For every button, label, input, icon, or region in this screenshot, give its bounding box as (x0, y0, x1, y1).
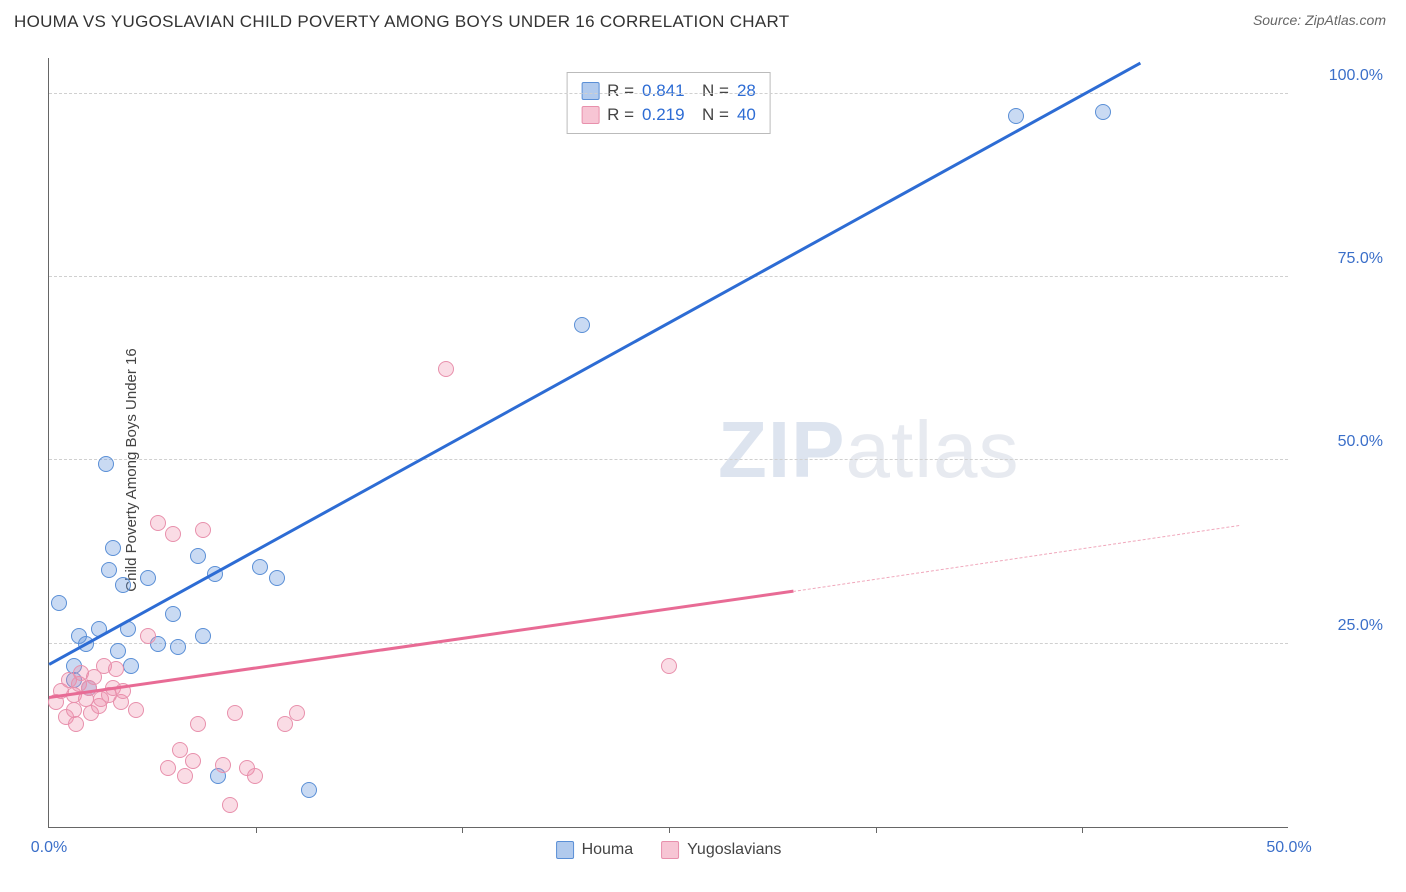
data-point (195, 628, 211, 644)
legend-row-houma: R = 0.841 N = 28 (581, 79, 756, 103)
data-point (252, 559, 268, 575)
data-point (165, 606, 181, 622)
x-tick-mark (462, 827, 463, 833)
data-point (438, 361, 454, 377)
y-tick-label: 75.0% (1338, 250, 1383, 268)
legend-row-yugoslavians: R = 0.219 N = 40 (581, 103, 756, 127)
watermark: ZIPatlas (718, 404, 1019, 496)
data-point (105, 540, 121, 556)
data-point (289, 705, 305, 721)
x-tick-mark (256, 827, 257, 833)
x-tick-mark (1082, 827, 1083, 833)
correlation-legend: R = 0.841 N = 28 R = 0.219 N = 40 (566, 72, 771, 134)
data-point (170, 639, 186, 655)
chart-title: HOUMA VS YUGOSLAVIAN CHILD POVERTY AMONG… (14, 12, 789, 32)
x-tick-label: 0.0% (31, 839, 67, 857)
data-point (110, 643, 126, 659)
data-point (68, 716, 84, 732)
source-attribution: Source: ZipAtlas.com (1253, 12, 1386, 28)
data-point (247, 768, 263, 784)
data-point (123, 658, 139, 674)
legend-item-yugoslavians: Yugoslavians (661, 841, 781, 859)
data-point (98, 456, 114, 472)
gridline (49, 276, 1288, 277)
swatch-pink-icon (661, 841, 679, 859)
trend-line (793, 525, 1240, 592)
data-point (101, 562, 117, 578)
data-point (160, 760, 176, 776)
data-point (140, 628, 156, 644)
data-point (301, 782, 317, 798)
trend-line (48, 62, 1140, 666)
chart-container: Child Poverty Among Boys Under 16 ZIPatl… (0, 48, 1406, 892)
legend-item-houma: Houma (556, 841, 634, 859)
data-point (177, 768, 193, 784)
gridline (49, 93, 1288, 94)
data-point (1008, 108, 1024, 124)
x-tick-label: 50.0% (1266, 839, 1311, 857)
swatch-blue-icon (556, 841, 574, 859)
data-point (661, 658, 677, 674)
swatch-pink-icon (581, 106, 599, 124)
gridline (49, 459, 1288, 460)
data-point (165, 526, 181, 542)
gridline (49, 643, 1288, 644)
data-point (140, 570, 156, 586)
x-tick-mark (669, 827, 670, 833)
data-point (190, 716, 206, 732)
series-legend: Houma Yugoslavians (556, 841, 782, 859)
data-point (108, 661, 124, 677)
data-point (574, 317, 590, 333)
data-point (269, 570, 285, 586)
data-point (51, 595, 67, 611)
swatch-blue-icon (581, 82, 599, 100)
data-point (215, 757, 231, 773)
data-point (115, 577, 131, 593)
y-tick-label: 50.0% (1338, 433, 1383, 451)
data-point (1095, 104, 1111, 120)
data-point (128, 702, 144, 718)
data-point (195, 522, 211, 538)
data-point (227, 705, 243, 721)
y-tick-label: 100.0% (1329, 67, 1383, 85)
data-point (222, 797, 238, 813)
plot-area: ZIPatlas R = 0.841 N = 28 R = 0.219 N = … (48, 58, 1288, 828)
data-point (185, 753, 201, 769)
data-point (190, 548, 206, 564)
y-tick-label: 25.0% (1338, 617, 1383, 635)
x-tick-mark (876, 827, 877, 833)
data-point (150, 515, 166, 531)
